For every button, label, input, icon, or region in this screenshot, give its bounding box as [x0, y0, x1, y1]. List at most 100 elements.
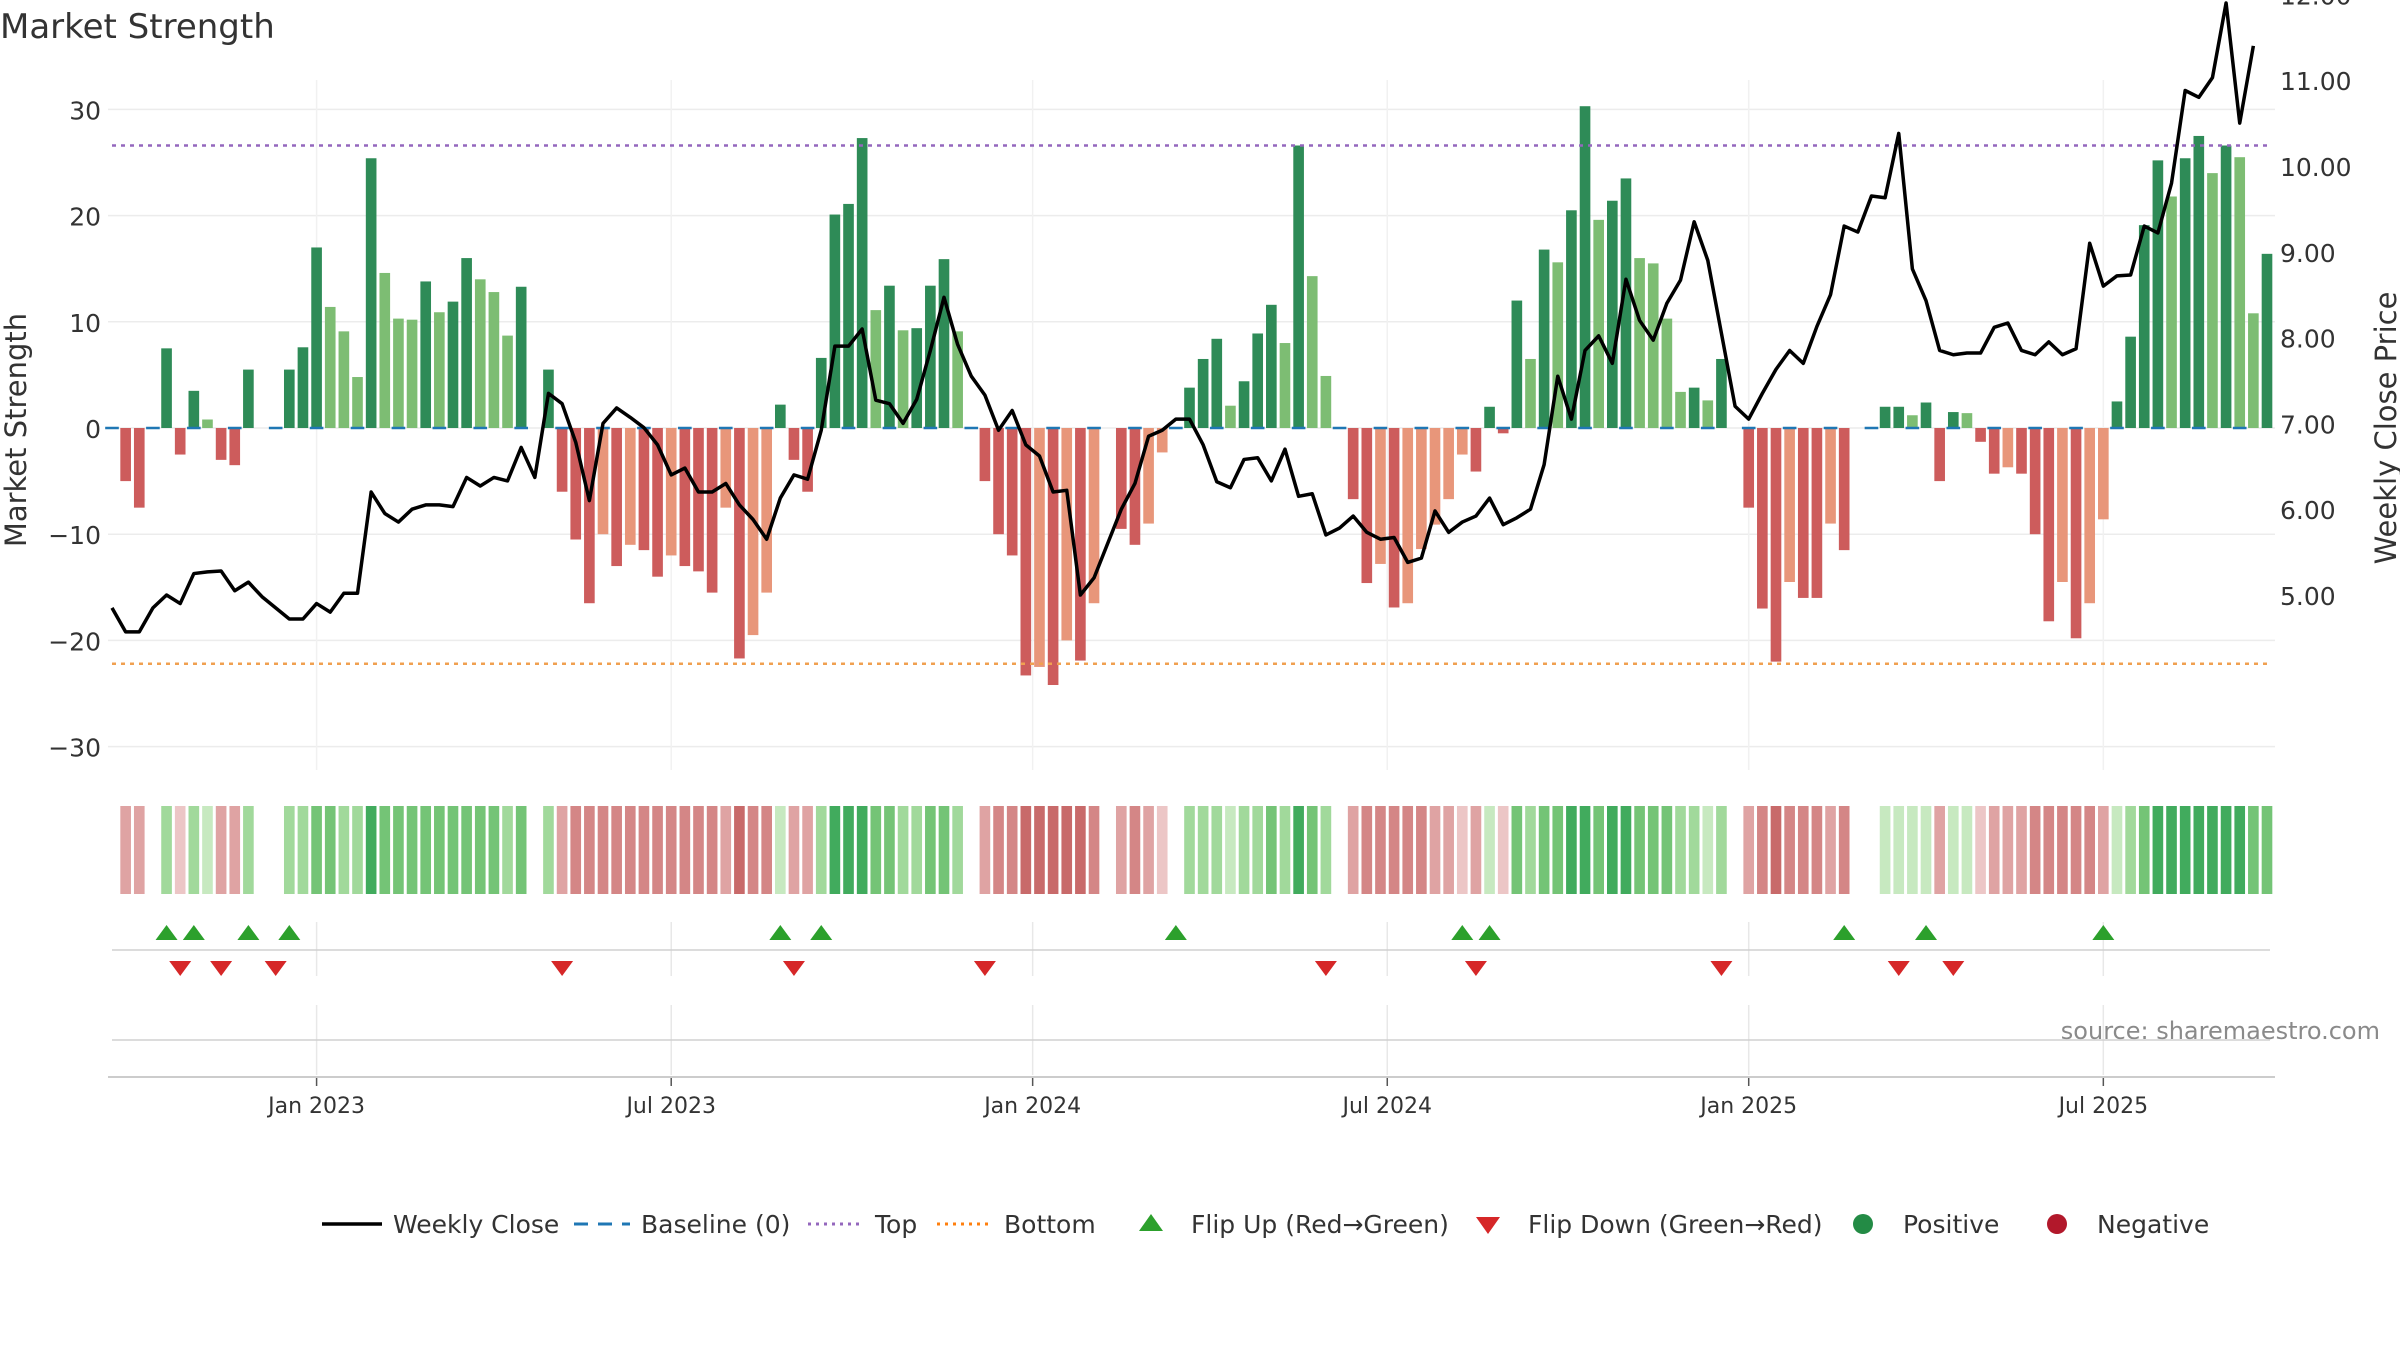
strength-bar	[979, 428, 991, 482]
heat-cell	[1266, 806, 1277, 894]
heat-cell	[775, 806, 786, 894]
heat-cell	[788, 806, 800, 894]
strength-bar	[188, 390, 200, 428]
strength-bar	[283, 369, 295, 428]
heat-cell	[1156, 806, 1168, 894]
x-tick-label: Jul 2024	[1341, 1094, 1433, 1119]
strength-bar	[1429, 428, 1441, 525]
flip-down-marker	[210, 961, 233, 976]
strength-bar	[1688, 387, 1700, 428]
strength-bar	[1034, 428, 1045, 667]
heat-cell	[2002, 806, 2014, 894]
legend-label: Top	[874, 1210, 917, 1239]
strength-bar	[215, 428, 227, 460]
heat-cell	[324, 806, 336, 894]
strength-bar	[202, 419, 213, 428]
strength-bar	[1061, 428, 1073, 641]
strength-bar	[1497, 428, 1509, 434]
strength-bar	[2043, 428, 2055, 622]
y2-tick-label: 6.00	[2280, 496, 2336, 525]
strength-bar	[584, 428, 595, 604]
heat-cell	[1429, 806, 1441, 894]
strength-bar	[1047, 428, 1059, 686]
heat-cell	[365, 806, 377, 894]
heat-cell	[1879, 806, 1891, 894]
strength-bar	[1879, 406, 1891, 428]
strength-bar	[1006, 428, 1018, 556]
heat-cell	[1961, 806, 1973, 894]
strength-bar	[652, 428, 663, 577]
heat-cell	[1375, 806, 1386, 894]
heat-cell	[802, 806, 813, 894]
heat-cell	[1620, 806, 1632, 894]
strength-bar	[2002, 428, 2014, 468]
heat-cell	[1497, 806, 1509, 894]
heat-cell	[2029, 806, 2041, 894]
strength-bar	[1920, 402, 1932, 428]
heat-cell	[1061, 806, 1073, 894]
strength-bar	[624, 428, 636, 545]
heat-cell	[1088, 806, 1100, 894]
strength-bar	[843, 203, 854, 428]
strength-bar	[1579, 106, 1591, 429]
heat-cell	[1484, 806, 1495, 894]
y2-tick-label: 8.00	[2280, 325, 2336, 354]
heat-cell	[2138, 806, 2150, 894]
strength-bar	[1893, 406, 1905, 428]
strength-bar	[1566, 210, 1577, 428]
heat-cell	[938, 806, 950, 894]
heat-cell	[897, 806, 909, 894]
heat-cell	[1320, 806, 1332, 894]
close-line-layer	[110, 1, 2256, 634]
heat-cell	[543, 806, 554, 894]
strength-bar	[1293, 145, 1304, 428]
flip-down-marker	[1942, 961, 1965, 976]
strength-bar	[174, 428, 186, 455]
heat-cell	[2098, 806, 2109, 894]
strength-bar	[1470, 428, 1482, 472]
legend-label: Weekly Close	[393, 1210, 559, 1239]
strength-bar	[1456, 428, 1468, 455]
strength-bar	[1661, 318, 1673, 428]
heat-cell	[393, 806, 404, 894]
strength-bar	[488, 292, 500, 428]
strength-bar	[1443, 428, 1454, 500]
heat-cell	[2193, 806, 2205, 894]
strength-bar	[1552, 262, 1564, 428]
source-note: source: sharemaestro.com	[2061, 1017, 2380, 1045]
heat-cell	[1347, 806, 1359, 894]
heat-cell	[679, 806, 691, 894]
heat-cell	[1579, 806, 1591, 894]
heat-cell	[406, 806, 418, 894]
heat-cell	[1443, 806, 1454, 894]
heat-cell	[1770, 806, 1782, 894]
strength-bar	[1838, 428, 1850, 551]
strength-bar	[1361, 428, 1373, 584]
heat-cell	[1006, 806, 1018, 894]
flip-down-marker	[169, 961, 192, 976]
heat-cell	[243, 806, 254, 894]
heat-cell	[1511, 806, 1523, 894]
heat-cell	[215, 806, 227, 894]
heat-cell	[174, 806, 186, 894]
strength-bar	[1211, 338, 1223, 428]
heat-cell	[1456, 806, 1468, 894]
flip-up-marker	[1451, 925, 1474, 940]
heat-cell	[747, 806, 759, 894]
y-tick-label: −10	[48, 521, 101, 550]
strength-bar	[1320, 375, 1332, 428]
strength-bar	[1757, 428, 1768, 609]
y-tick-label: 30	[69, 96, 101, 125]
strength-bar	[693, 428, 704, 572]
legend-circle-swatch	[1853, 1214, 1873, 1234]
heat-cell	[1811, 806, 1823, 894]
heat-cell	[2111, 806, 2123, 894]
heat-cell	[624, 806, 636, 894]
flip-up-marker	[810, 925, 833, 940]
strength-bar	[638, 428, 650, 551]
heat-cell	[1947, 806, 1959, 894]
heat-cell	[2070, 806, 2082, 894]
strength-bar	[802, 428, 813, 492]
y2-axis-label: Weekly Close Price	[2369, 292, 2400, 565]
